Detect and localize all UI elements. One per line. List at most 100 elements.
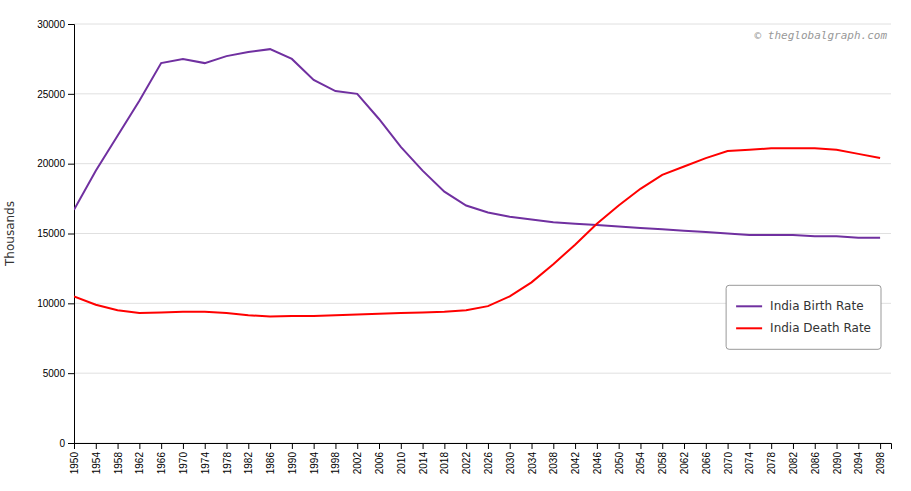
y-tick: 30000 [37,19,74,30]
legend-item: India Death Rate [736,322,871,336]
chart: 1950195419581962196619701974197819821986… [0,0,911,491]
x-tick: 2074 [744,443,755,474]
x-tick-label: 2082 [788,452,799,475]
x-tick: 2058 [657,443,668,474]
x-tick: 2042 [570,443,581,474]
legend-item: India Birth Rate [736,300,863,314]
y-tick-label: 25000 [37,89,65,100]
series-line [74,49,880,238]
y-tick-mark [68,164,74,165]
x-tick: 2010 [396,443,407,474]
x-tick: 2046 [592,443,603,474]
x-tick: 2086 [810,443,821,474]
x-tick-label: 1990 [287,452,298,475]
x-tick-label: 2030 [505,452,516,475]
x-tick: 2050 [614,443,625,474]
grid [74,24,891,443]
x-tick-label: 1962 [134,452,145,475]
x-tick-mark [880,443,881,449]
x-tick: 2022 [461,443,472,474]
x-tick-mark [510,443,511,449]
x-tick-mark [139,443,140,449]
x-tick: 2098 [875,443,886,474]
y-tick: 5000 [43,368,74,379]
x-tick-label: 2046 [592,452,603,475]
x-tick: 2002 [352,443,363,474]
x-tick-label: 2074 [744,452,755,475]
x-tick: 2078 [766,443,777,474]
grid-line [74,163,891,164]
legend-label: India Birth Rate [770,300,863,314]
y-tick-label: 30000 [37,19,65,30]
x-tick-label: 2014 [418,452,429,475]
x-tick-mark [488,443,489,449]
x-tick-mark [684,443,685,449]
x-tick-mark [401,443,402,449]
x-tick-label: 2058 [657,452,668,475]
x-tick-label: 2006 [374,452,385,475]
x-tick-mark [662,443,663,449]
x-tick: 2062 [679,443,690,474]
x-tick: 2054 [635,443,646,474]
y-axis-line [68,25,75,444]
x-tick: 1958 [113,443,124,474]
x-tick-mark [532,443,533,449]
x-tick-label: 2098 [875,452,886,475]
grid-line [74,24,891,25]
x-tick-mark [858,443,859,449]
y-tick-mark [68,24,74,25]
x-tick: 1954 [91,443,102,474]
x-tick-mark [248,443,249,449]
x-axis: 1950195419581962196619701974197819821986… [69,443,892,474]
legend-swatch [736,327,762,329]
x-tick: 1970 [178,443,189,474]
x-tick-label: 2050 [614,452,625,475]
x-tick-label: 1994 [309,452,320,475]
x-tick-mark [575,443,576,449]
x-tick: 1950 [69,443,80,474]
y-tick-mark [68,443,74,444]
x-tick: 1982 [243,443,254,474]
x-tick: 2038 [548,443,559,474]
x-tick-mark [444,443,445,449]
x-tick-label: 2026 [483,452,494,475]
x-tick-mark [357,443,358,449]
x-axis-line [75,444,892,450]
y-tick: 20000 [37,158,74,169]
x-tick-mark [423,443,424,449]
x-tick: 2026 [483,443,494,474]
x-tick-mark [118,443,119,449]
y-tick-label: 15000 [37,228,65,239]
x-tick: 2066 [701,443,712,474]
legend: India Birth Rate India Death Rate [726,285,881,349]
x-tick: 2030 [505,443,516,474]
y-axis: 0 5000 10000 15000 20000 25000 30000 [37,19,74,449]
x-tick-label: 1978 [222,452,233,475]
x-tick-mark [793,443,794,449]
y-tick: 15000 [37,228,74,239]
x-tick: 1962 [134,443,145,474]
x-tick-label: 2002 [352,452,363,475]
lines [74,49,880,316]
x-tick-mark [161,443,162,449]
x-tick-mark [597,443,598,449]
x-tick-label: 2094 [853,452,864,475]
x-tick: 1978 [222,443,233,474]
x-tick: 2034 [527,443,538,474]
legend-label: India Death Rate [770,322,871,336]
annotation: © theglobalgraph.com [755,29,888,42]
x-tick-label: 2090 [832,452,843,475]
x-tick-mark [553,443,554,449]
x-tick-mark [227,443,228,449]
y-axis-title: Thousands [3,201,17,267]
x-tick-mark [335,443,336,449]
x-tick-mark [270,443,271,449]
x-tick: 1986 [265,443,276,474]
x-tick-label: 1958 [113,452,124,475]
y-tick: 0 [59,438,74,449]
x-tick-mark [183,443,184,449]
x-tick-mark [619,443,620,449]
y-tick-label: 20000 [37,158,65,169]
x-tick-label: 2010 [396,452,407,475]
y-tick-label: 10000 [37,298,65,309]
